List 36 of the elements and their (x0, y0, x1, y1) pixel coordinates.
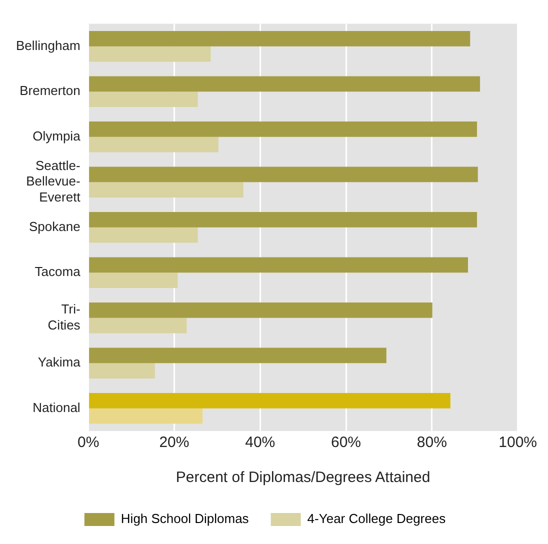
y-tick-label: Bellingham (16, 38, 80, 53)
y-tick-label: Seattle-Bellevue-Everett (26, 158, 81, 204)
legend-label: High School Diplomas (120, 511, 250, 526)
x-tick-label: 0% (77, 434, 100, 452)
y-tick-label: Olympia (32, 128, 82, 144)
y-tick-label: Tri-Cities (48, 302, 81, 332)
legend-label: 4-Year College Degrees (307, 511, 446, 526)
bar (89, 212, 478, 228)
bar (89, 348, 386, 364)
x-tick-label: 60% (331, 434, 362, 452)
bar (89, 318, 187, 334)
x-axis-title: Percent of Diplomas/Degrees Attained (176, 469, 430, 486)
bar (89, 227, 198, 243)
y-tick-label: Yakima (38, 354, 82, 370)
y-tick-label: Spokane (28, 218, 80, 234)
y-tick-label: Bremerton (20, 83, 80, 98)
bar (89, 92, 198, 108)
bar (89, 136, 218, 152)
y-tick-label: Tacoma (34, 264, 82, 280)
bar (89, 363, 155, 379)
x-tick-label: 40% (245, 434, 276, 452)
bar (89, 46, 211, 62)
x-tick-label: 100% (498, 434, 538, 452)
bar (89, 122, 478, 137)
bar (89, 392, 450, 408)
bar (89, 272, 178, 288)
bar (89, 166, 478, 182)
bar (89, 31, 470, 46)
x-tick-label: 20% (159, 434, 190, 452)
bar (89, 182, 244, 198)
x-tick-label: 80% (416, 434, 447, 452)
bar (89, 408, 203, 424)
y-tick-label: National (32, 400, 80, 415)
bar (89, 257, 468, 273)
bar (89, 302, 432, 318)
bar (89, 76, 480, 92)
